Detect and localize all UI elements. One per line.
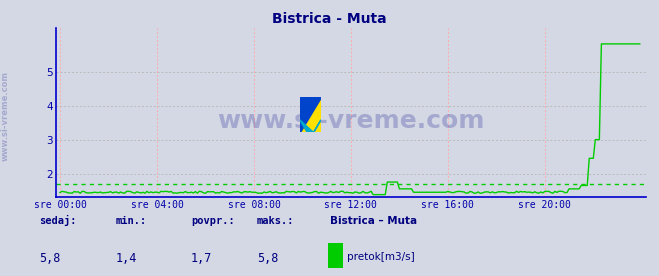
Text: 5,8: 5,8 — [257, 252, 278, 265]
Polygon shape — [307, 120, 321, 132]
Text: www.si-vreme.com: www.si-vreme.com — [217, 109, 484, 133]
Text: www.si-vreme.com: www.si-vreme.com — [1, 71, 10, 161]
Text: 5,8: 5,8 — [40, 252, 61, 265]
Text: Bistrica - Muta: Bistrica - Muta — [272, 12, 387, 26]
Polygon shape — [300, 120, 314, 132]
Text: Bistrica – Muta: Bistrica – Muta — [330, 216, 416, 225]
Text: maks.:: maks.: — [257, 216, 295, 225]
Polygon shape — [300, 97, 321, 132]
Text: pretok[m3/s]: pretok[m3/s] — [347, 252, 415, 262]
Text: sedaj:: sedaj: — [40, 214, 77, 225]
Text: povpr.:: povpr.: — [191, 216, 235, 225]
Text: min.:: min.: — [115, 216, 146, 225]
Polygon shape — [300, 97, 321, 132]
Text: 1,4: 1,4 — [115, 252, 136, 265]
Text: 1,7: 1,7 — [191, 252, 212, 265]
